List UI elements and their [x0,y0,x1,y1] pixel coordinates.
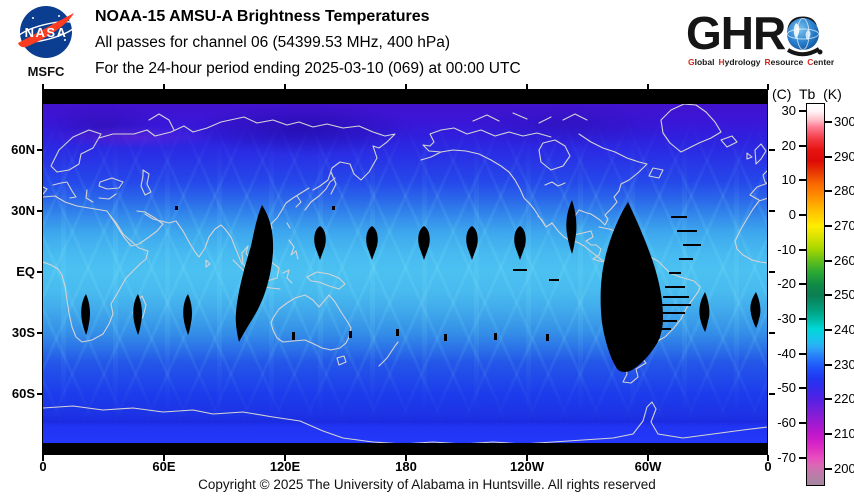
subtitle-period: For the 24-hour period ending 2025-03-10… [95,60,521,77]
colorbar-k-tick [825,260,832,262]
colorbar-k-tick [825,433,832,435]
nasa-logo: NASA MSFC [13,4,79,82]
colorbar-k-tick-label: 260 [834,253,854,268]
colorbar-c-tick-label: -20 [777,276,796,291]
x-axis-tick-label: 60W [634,459,662,474]
colorbar-title: (C) Tb (K) [772,86,842,102]
colorbar [806,103,825,486]
colorbar-k-tick-label: 280 [834,183,854,198]
x-axis-tick [42,84,44,90]
colorbar-c-tick [799,110,806,112]
copyright-text: Copyright © 2025 The University of Alaba… [198,477,656,492]
colorbar-k-tick [825,156,832,158]
y-axis-tick [37,332,43,334]
x-axis-tick [526,84,528,90]
colorbar-k-tick-label: 270 [834,218,854,233]
colorbar-c-tick [799,145,806,147]
colorbar-c-tick-label: 0 [788,207,796,222]
colorbar-c-tick-label: -50 [777,380,796,395]
colorbar-c-tick [799,249,806,251]
colorbar-k-tick-label: 220 [834,391,854,406]
y-axis-tick [37,210,43,212]
colorbar-k-tick [825,329,832,331]
x-axis-tick-label: 120W [510,459,544,474]
colorbar-c-tick [799,179,806,181]
nasa-meatball-icon: NASA [16,6,76,58]
colorbar-k-tick [825,190,832,192]
colorbar-k-tick [825,294,832,296]
x-axis-tick [42,455,44,461]
colorbar-c-tick [799,457,806,459]
x-axis-tick [284,455,286,461]
y-axis-tick-label: 60N [11,142,35,157]
colorbar-c-tick-label: 30 [781,103,796,118]
x-axis-tick [163,455,165,461]
ghrc-logo: GHRC Global Hydrology Resource Center [686,6,852,74]
y-axis-tick [769,393,775,395]
colorbar-k-tick-label: 290 [834,149,854,164]
x-axis-tick [405,84,407,90]
y-axis-tick-label: 60S [11,386,35,401]
y-axis-tick [769,149,775,151]
x-axis-tick-label: 60E [152,459,176,474]
colorbar-c-tick [799,214,806,216]
colorbar-k-tick [825,364,832,366]
colorbar-k-tick-label: 210 [834,426,854,441]
y-axis-tick [37,149,43,151]
colorbar-k-tick [825,398,832,400]
colorbar-k-tick-label: 200 [834,461,854,476]
y-axis-tick-label: EQ [16,264,35,279]
colorbar-gradient [807,104,824,485]
colorbar-c-tick-label: -10 [777,242,796,257]
colorbar-c-tick-label: -60 [777,415,796,430]
colorbar-k-tick-label: 300 [834,114,854,129]
nasa-wordmark: NASA [25,25,68,40]
x-axis-tick [163,84,165,90]
x-axis-tick-label: 0 [764,459,772,474]
x-axis-tick-label: 120E [269,459,301,474]
x-axis-tick-label: 180 [395,459,417,474]
colorbar-c-tick-label: 10 [781,172,796,187]
y-axis-tick-label: 30N [11,203,35,218]
x-axis-tick-label: 0 [39,459,47,474]
subtitle-channel: All passes for channel 06 (54399.53 MHz,… [95,34,450,51]
page-title: NOAA-15 AMSU-A Brightness Temperatures [95,8,430,25]
x-axis-tick [767,455,769,461]
polar-gap-top [43,90,768,104]
x-axis-tick [405,455,407,461]
y-axis-tick [37,271,43,273]
y-axis-tick [769,332,775,334]
y-axis-tick [769,271,775,273]
ghrc-globe-icon: GHRC [686,7,823,59]
colorbar-c-tick [799,318,806,320]
colorbar-k-tick [825,468,832,470]
colorbar-k-tick [825,225,832,227]
colorbar-c-tick-label: -40 [777,346,796,361]
x-axis-tick [526,455,528,461]
colorbar-k-tick-label: 250 [834,287,854,302]
y-axis-tick [769,210,775,212]
ghrc-tagline: Global Hydrology Resource Center [688,57,835,67]
x-axis-tick [647,455,649,461]
y-axis-tick [37,393,43,395]
y-axis-tick-label: 30S [11,325,35,340]
x-axis-tick [767,84,769,90]
x-axis-tick [647,84,649,90]
x-axis-tick [284,84,286,90]
colorbar-k-tick [825,121,832,123]
colorbar-c-tick [799,353,806,355]
data-gap-overlay [81,200,761,372]
colorbar-c-tick-label: -70 [777,450,796,465]
colorbar-c-tick [799,283,806,285]
colorbar-c-tick [799,422,806,424]
colorbar-c-tick [799,387,806,389]
colorbar-k-tick-label: 230 [834,357,854,372]
colorbar-c-tick-label: -30 [777,311,796,326]
colorbar-c-tick-label: 20 [781,138,796,153]
msfc-label: MSFC [27,64,65,79]
map-image [43,90,768,455]
colorbar-k-tick-label: 240 [834,322,854,337]
polar-gap-bottom [43,443,768,455]
